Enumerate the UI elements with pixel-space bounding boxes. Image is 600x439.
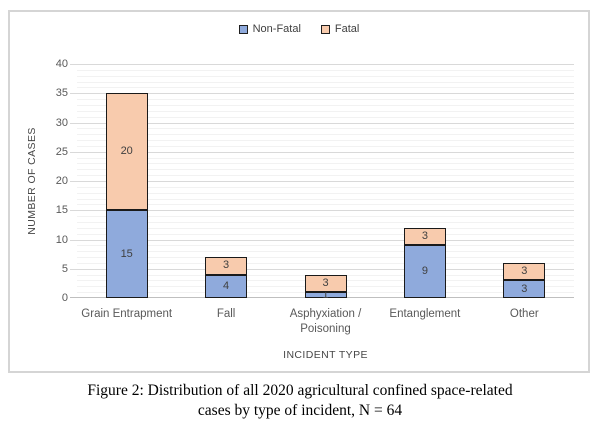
chart-frame: Non-Fatal Fatal NUMBER OF CASES 15 20 4 3 1 3 9… bbox=[8, 10, 590, 373]
y-tick-label: 40 bbox=[55, 58, 68, 70]
minor-gridline bbox=[77, 69, 574, 71]
minor-gridline bbox=[77, 262, 574, 264]
x-tick-label: Grain Entrapment bbox=[81, 308, 173, 320]
minor-gridline bbox=[77, 192, 574, 194]
bar-segment-fatal-other: 3 bbox=[503, 262, 546, 281]
minor-gridline bbox=[77, 251, 574, 253]
x-tick-label: Entanglement bbox=[389, 308, 461, 320]
bar-value-label: 20 bbox=[120, 145, 133, 158]
y-tick-label: 25 bbox=[55, 145, 68, 158]
x-tick-label: Fall bbox=[216, 308, 236, 320]
minor-gridline bbox=[77, 198, 574, 200]
minor-gridline bbox=[77, 257, 574, 259]
minor-gridline bbox=[77, 81, 574, 83]
major-gridline bbox=[70, 151, 574, 153]
minor-gridline bbox=[77, 233, 574, 235]
legend-swatch-icon bbox=[238, 24, 248, 34]
x-tick-label: Asphyxiation / Poisoning bbox=[289, 308, 362, 335]
minor-gridline bbox=[77, 134, 574, 136]
bar-value-label: 3 bbox=[521, 265, 528, 278]
bar-segment-non-fatal-fall: 4 bbox=[205, 274, 248, 298]
major-gridline bbox=[70, 181, 574, 182]
major-gridline bbox=[70, 210, 574, 212]
figure-caption: Figure 2: Distribution of all 2020 agric… bbox=[0, 381, 600, 421]
bar-value-label: 3 bbox=[223, 259, 230, 272]
y-tick-label: 30 bbox=[55, 116, 68, 129]
y-tick-label: 15 bbox=[55, 204, 68, 217]
bar-value-label: 1 bbox=[322, 288, 329, 301]
minor-gridline bbox=[77, 245, 574, 247]
y-tick-label: 10 bbox=[55, 233, 68, 246]
bar-segment-non-fatal-other: 3 bbox=[503, 280, 546, 298]
legend-item-non-fatal: Non-Fatal bbox=[238, 23, 301, 35]
bar-segment-non-fatal-asphyxiation-poisoning: 1 bbox=[304, 288, 347, 301]
bar-segment-fatal-grain-entrapment: 20 bbox=[105, 93, 148, 211]
minor-gridline bbox=[77, 128, 574, 130]
legend-label: Non-Fatal bbox=[252, 23, 301, 35]
minor-gridline bbox=[77, 221, 574, 223]
y-tick-label: 20 bbox=[55, 175, 68, 187]
minor-gridline bbox=[77, 110, 574, 112]
x-axis-title: INCIDENT TYPE bbox=[283, 349, 368, 361]
minor-gridline bbox=[77, 140, 574, 142]
bar-segment-fatal-fall: 3 bbox=[205, 257, 248, 275]
bar-value-label: 3 bbox=[322, 276, 329, 289]
bar-value-label: 9 bbox=[421, 265, 428, 278]
minor-gridline bbox=[77, 99, 574, 101]
major-gridline bbox=[70, 122, 574, 124]
minor-gridline bbox=[77, 157, 574, 159]
bar-segment-non-fatal-grain-entrapment: 15 bbox=[105, 210, 148, 298]
minor-gridline bbox=[77, 216, 574, 218]
minor-gridline bbox=[77, 204, 574, 206]
chart-legend: Non-Fatal Fatal bbox=[10, 23, 588, 35]
plot-area: 15 20 4 3 1 3 9 3 3 3 bbox=[70, 64, 574, 301]
minor-gridline bbox=[77, 75, 574, 77]
bar-value-label: 4 bbox=[223, 279, 230, 292]
bar-segment-fatal-asphyxiation-poisoning: 3 bbox=[304, 274, 347, 293]
y-tick-label: 5 bbox=[61, 262, 68, 275]
figure-caption-line-1: Figure 2: Distribution of all 2020 agric… bbox=[87, 382, 513, 399]
minor-gridline bbox=[77, 169, 574, 171]
minor-gridline bbox=[77, 87, 574, 89]
y-tick-label: 35 bbox=[55, 87, 68, 100]
legend-item-fatal: Fatal bbox=[320, 23, 360, 35]
bar-value-label: 3 bbox=[421, 230, 428, 243]
bar-value-label: 3 bbox=[521, 282, 528, 295]
minor-gridline bbox=[77, 175, 574, 177]
legend-label: Fatal bbox=[334, 23, 360, 35]
major-gridline bbox=[70, 268, 574, 270]
minor-gridline bbox=[77, 145, 574, 147]
major-gridline bbox=[70, 93, 574, 95]
major-gridline bbox=[70, 64, 574, 65]
y-tick-label: 0 bbox=[61, 292, 68, 304]
major-gridline bbox=[70, 239, 574, 241]
figure-caption-line-2: cases by type of incident, N = 64 bbox=[197, 402, 403, 419]
minor-gridline bbox=[77, 163, 574, 165]
minor-gridline bbox=[77, 116, 574, 118]
x-tick-label: Other bbox=[509, 308, 539, 320]
bar-value-label: 15 bbox=[120, 247, 133, 260]
minor-gridline bbox=[77, 186, 574, 188]
bar-segment-non-fatal-entanglement: 9 bbox=[403, 245, 446, 298]
minor-gridline bbox=[77, 227, 574, 229]
bar-segment-fatal-entanglement: 3 bbox=[403, 227, 446, 246]
legend-swatch-icon bbox=[320, 24, 330, 34]
minor-gridline bbox=[77, 104, 574, 106]
